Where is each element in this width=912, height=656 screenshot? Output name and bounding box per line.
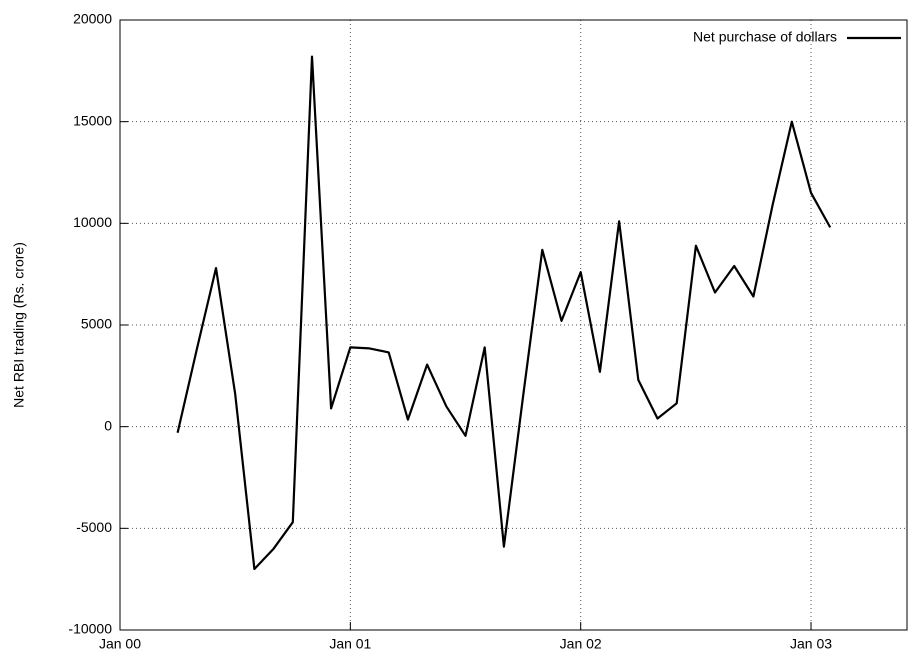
y-tick-label: -5000 (76, 519, 112, 535)
legend-label: Net purchase of dollars (693, 29, 837, 45)
plot-frame (119, 19, 908, 631)
x-tick-label: Jan 03 (790, 636, 832, 652)
x-tick-label: Jan 01 (329, 636, 371, 652)
y-tick-label: 5000 (81, 316, 112, 332)
x-tick-label: Jan 02 (560, 636, 602, 652)
y-tick-label: 10000 (73, 214, 112, 230)
y-tick-label: -10000 (68, 621, 112, 637)
data-line (176, 55, 832, 571)
y-tick-label: 15000 (73, 112, 112, 128)
y-tick-label: 20000 (73, 11, 112, 27)
y-axis-label: Net RBI trading (Rs. crore) (11, 242, 27, 408)
x-tick-label: Jan 00 (99, 636, 141, 652)
y-tick-label: 0 (104, 417, 112, 433)
